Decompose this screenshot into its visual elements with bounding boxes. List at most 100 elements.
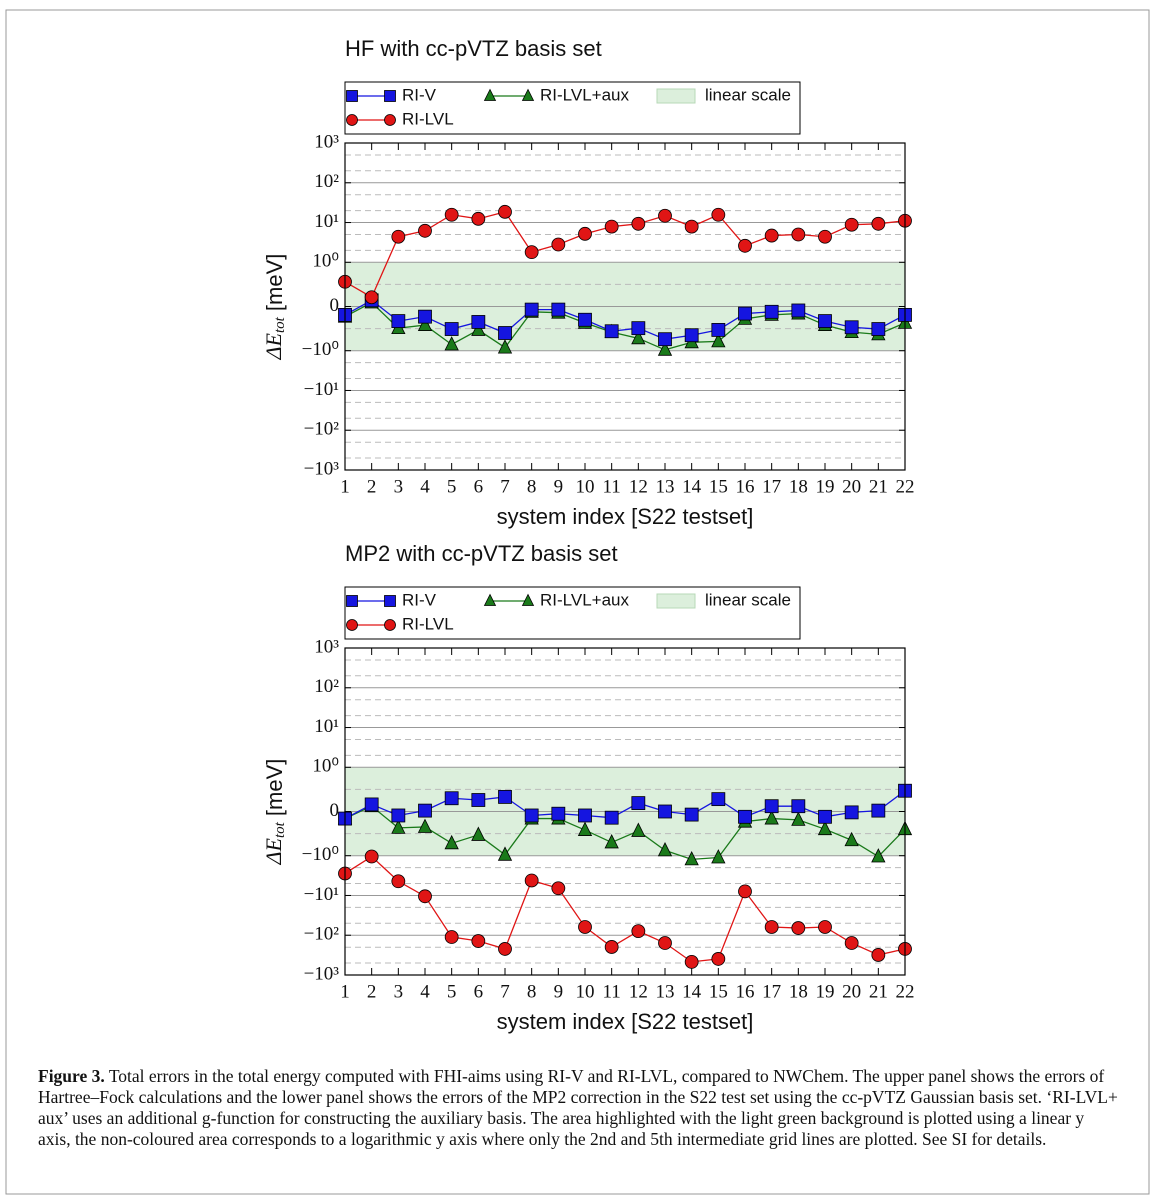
marker-square: [658, 332, 672, 347]
marker-square: [418, 309, 432, 324]
marker-circle: [578, 920, 592, 934]
x-tick-label: 8: [527, 981, 537, 1002]
marker-circle: [764, 228, 779, 243]
x-tick-label: 9: [554, 476, 564, 497]
y-tick-label: 10³: [314, 131, 339, 152]
marker-circle: [818, 229, 832, 244]
marker-circle: [471, 934, 486, 948]
series-line: [344, 855, 906, 963]
marker-circle: [498, 204, 512, 219]
y-label-subscript: tot: [272, 821, 288, 838]
marker-square: [391, 314, 406, 328]
y-label-symbol: ΔE: [261, 837, 286, 865]
x-tick-label: 6: [474, 981, 484, 1002]
marker-square: [391, 808, 406, 823]
y-tick-label: 10⁰: [312, 756, 339, 777]
marker-square: [471, 793, 486, 807]
series-line: [344, 299, 906, 340]
marker-circle: [418, 223, 432, 238]
x-tick-label: 10: [576, 981, 595, 1002]
marker-square: [764, 304, 779, 319]
marker-triangle: [764, 810, 779, 825]
marker-circle: [551, 237, 566, 252]
marker-circle: [524, 873, 539, 888]
marker-circle: [764, 920, 779, 934]
marker-triangle: [871, 848, 886, 863]
legend-label: linear scale: [705, 590, 791, 609]
x-tick-label: 20: [842, 981, 861, 1002]
marker-circle: [364, 290, 379, 305]
marker-circle: [346, 114, 358, 126]
x-tick-label: 2: [367, 981, 377, 1002]
marker-square: [578, 312, 592, 327]
marker-triangle: [521, 88, 535, 101]
marker-triangle: [631, 822, 646, 837]
marker-circle: [791, 921, 806, 935]
x-tick-label: 14: [682, 476, 702, 497]
y-tick-label: −10³: [304, 458, 340, 479]
marker-triangle: [844, 831, 859, 847]
marker-circle: [658, 936, 672, 950]
marker-triangle: [444, 336, 459, 351]
marker-circle: [418, 889, 432, 904]
x-tick-label: 6: [474, 476, 484, 497]
y-label-symbol: ΔE: [261, 332, 286, 360]
x-tick-label: 3: [394, 476, 404, 497]
marker-square: [498, 790, 512, 804]
x-tick-label: 13: [656, 981, 675, 1002]
marker-square: [498, 326, 512, 340]
marker-circle: [604, 219, 619, 234]
marker-square: [471, 315, 486, 329]
legend-label: linear scale: [705, 85, 791, 104]
marker-circle: [818, 920, 832, 934]
caption-text: Total errors in the total energy compute…: [38, 1066, 1118, 1149]
x-tick-label: 11: [603, 476, 621, 497]
x-tick-label: 18: [789, 476, 808, 497]
marker-circle: [844, 936, 859, 950]
x-tick-label: 20: [842, 476, 861, 497]
y-tick-label: 10¹: [314, 211, 339, 232]
x-tick-label: 15: [709, 981, 728, 1002]
x-tick-label: 18: [789, 981, 808, 1002]
caption-label: Figure 3.: [38, 1066, 105, 1086]
x-tick-label: 10: [576, 476, 595, 497]
marker-circle: [444, 930, 459, 944]
caption: Figure 3. Total errors in the total ener…: [38, 1066, 1118, 1150]
marker-triangle: [711, 849, 726, 864]
y-axis-label: ΔEtot [meV]: [261, 759, 288, 866]
x-tick-label: 7: [500, 476, 510, 497]
marker-square: [346, 595, 358, 607]
marker-circle: [384, 114, 396, 126]
marker-circle: [711, 207, 726, 222]
marker-square: [578, 808, 592, 823]
y-tick-label: −10¹: [304, 884, 340, 905]
legend-label: RI-V: [402, 85, 437, 104]
marker-triangle: [657, 841, 673, 857]
marker-square: [871, 803, 886, 818]
y-tick-label: −10⁰: [302, 339, 339, 360]
marker-triangle: [497, 339, 513, 354]
marker-triangle: [483, 593, 497, 606]
y-tick-label: −10²: [304, 924, 340, 945]
x-tick-label: 15: [709, 476, 728, 497]
marker-circle: [871, 216, 886, 231]
marker-square: [818, 809, 832, 824]
x-tick-label: 22: [896, 981, 915, 1002]
marker-square: [551, 806, 566, 821]
y-label-subscript: tot: [272, 316, 288, 333]
x-tick-label: 13: [656, 476, 675, 497]
series-line: [344, 790, 906, 820]
marker-square: [738, 809, 752, 824]
x-tick-label: 7: [500, 981, 510, 1002]
marker-square: [818, 314, 832, 328]
marker-square: [524, 302, 539, 317]
series-line: [344, 301, 906, 351]
marker-square: [346, 90, 358, 102]
marker-circle: [604, 940, 619, 954]
marker-circle: [471, 211, 486, 226]
legend-label: RI-LVL+aux: [540, 85, 629, 104]
legend-patch: [656, 593, 696, 609]
marker-square: [631, 321, 646, 336]
x-tick-label: 3: [394, 981, 404, 1002]
marker-triangle: [791, 811, 806, 826]
